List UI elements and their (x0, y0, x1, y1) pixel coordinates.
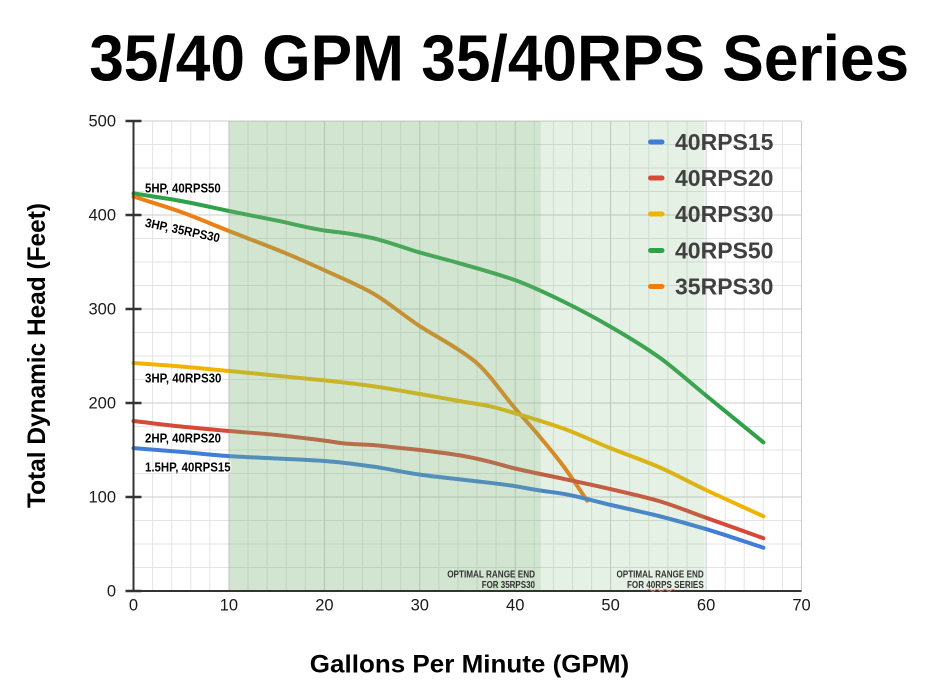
svg-text:60: 60 (697, 597, 715, 615)
svg-text:35/40 GPM 35/40RPS Series: 35/40 GPM 35/40RPS Series (89, 22, 909, 95)
svg-text:10: 10 (220, 597, 238, 615)
svg-text:35RPS30: 35RPS30 (675, 274, 773, 300)
svg-text:30: 30 (411, 597, 429, 615)
svg-text:500: 500 (88, 113, 116, 131)
svg-text:400: 400 (88, 207, 116, 225)
svg-text:3HP, 40RPS30: 3HP, 40RPS30 (145, 372, 221, 386)
svg-text:OPTIMAL RANGE END: OPTIMAL RANGE END (617, 570, 704, 581)
svg-text:0: 0 (129, 597, 138, 615)
svg-text:1.5HP, 40RPS15: 1.5HP, 40RPS15 (145, 461, 231, 475)
svg-text:OPTIMAL RANGE END: OPTIMAL RANGE END (447, 570, 535, 581)
svg-text:FOR 40RPS SERIES: FOR 40RPS SERIES (627, 580, 704, 591)
svg-text:40RPS30: 40RPS30 (675, 201, 773, 227)
svg-text:Gallons Per Minute (GPM): Gallons Per Minute (GPM) (310, 651, 629, 679)
svg-text:2HP, 40RPS20: 2HP, 40RPS20 (145, 431, 221, 445)
svg-text:40RPS15: 40RPS15 (675, 129, 774, 155)
svg-text:Total Dynamic Head (Feet): Total Dynamic Head (Feet) (23, 203, 51, 508)
svg-text:5HP, 40RPS50: 5HP, 40RPS50 (145, 181, 221, 195)
svg-text:0: 0 (107, 583, 116, 601)
svg-text:40RPS50: 40RPS50 (675, 238, 773, 264)
svg-text:40: 40 (506, 597, 524, 615)
svg-text:100: 100 (88, 489, 116, 507)
svg-text:300: 300 (88, 301, 116, 319)
svg-text:70: 70 (792, 597, 810, 615)
svg-text:40RPS20: 40RPS20 (675, 165, 773, 191)
svg-text:20: 20 (315, 597, 333, 615)
svg-text:FOR 35RPS30: FOR 35RPS30 (482, 580, 536, 591)
svg-text:50: 50 (601, 597, 619, 615)
svg-text:200: 200 (88, 395, 116, 413)
